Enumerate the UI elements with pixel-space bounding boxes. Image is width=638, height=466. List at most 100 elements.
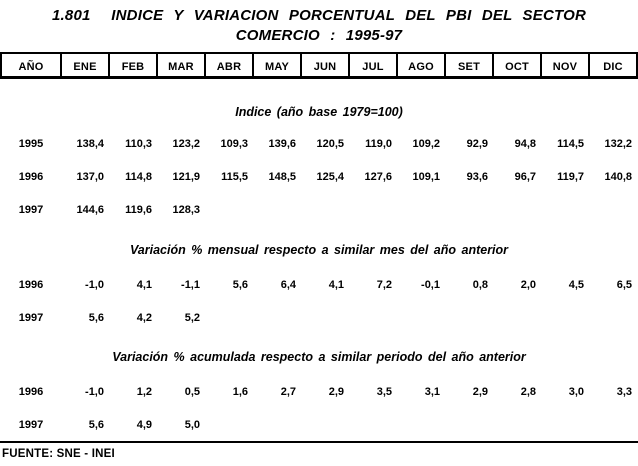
value-cell: 127,6 <box>364 171 392 183</box>
value-cell: 1,6 <box>232 386 248 398</box>
value-cell: 109,1 <box>412 171 440 183</box>
value-cell <box>206 418 254 451</box>
page-title: 1.801 INDICE Y VARIACION PORCENTUAL DEL … <box>0 6 638 46</box>
year-cell: 1995 <box>18 138 44 150</box>
header-cell-dic: DIC <box>603 61 623 73</box>
section-rows: 1996 -1,0 4,1 -1,1 5,6 6,4 4,1 7,2 -0,1 0,8 2,0 4,5… <box>0 278 638 344</box>
section-rows: 1995 138,4 110,3 123,2 109,3 139,6 120,5 119,0 1… <box>0 137 638 236</box>
value-cell: 93,6 <box>466 171 488 183</box>
value-cell: -1,0 <box>85 386 104 398</box>
footer-divider <box>0 441 638 443</box>
value-cell: 5,2 <box>184 312 200 324</box>
value-cell: 148,5 <box>268 171 296 183</box>
value-cell: 3,5 <box>376 386 392 398</box>
value-cell <box>350 418 398 451</box>
value-cell <box>446 203 494 236</box>
header-cell-ao: AÑO <box>2 54 62 76</box>
header-cell-nov: NOV <box>542 54 590 76</box>
value-cell <box>350 203 398 236</box>
value-cell <box>494 311 542 344</box>
value-cell: 132,2 <box>604 138 632 150</box>
section-indice: Indice (año base 1979=100) 1995 138,4 110,… <box>0 104 638 236</box>
value-cell: 139,6 <box>268 138 296 150</box>
value-cell: -0,1 <box>421 279 440 291</box>
value-cell <box>350 311 398 344</box>
value-cell: 114,8 <box>125 171 152 183</box>
title-line-2: COMERCIO : 1995-97 <box>235 27 403 44</box>
value-cell: 5,6 <box>88 419 104 431</box>
table-row: 1996 -1,0 1,2 0,5 1,6 2,7 2,9 3,5 3,1 2,9 2,8 3,0 3,… <box>0 385 638 418</box>
value-cell: 4,1 <box>328 279 344 291</box>
header-cell-oct: OCT <box>494 54 542 76</box>
value-cell <box>494 203 542 236</box>
value-cell: 137,0 <box>76 171 104 183</box>
value-cell: 123,2 <box>172 138 200 150</box>
year-cell: 1996 <box>18 171 44 183</box>
header-cell-feb: FEB <box>110 54 158 76</box>
value-cell <box>590 418 638 451</box>
value-cell <box>398 418 446 451</box>
section-rows: 1996 -1,0 1,2 0,5 1,6 2,7 2,9 3,5 3,1 2,9 2,8 3,0 3,… <box>0 385 638 451</box>
value-cell: 5,6 <box>88 312 104 324</box>
value-cell: 138,4 <box>76 138 104 150</box>
value-cell: 94,8 <box>514 138 536 150</box>
value-cell: 119,6 <box>125 204 152 216</box>
value-cell: 96,7 <box>514 171 536 183</box>
value-cell <box>254 203 302 236</box>
source-note: FUENTE: SNE - INEI <box>2 448 115 460</box>
value-cell: 4,1 <box>136 279 152 291</box>
value-cell <box>398 311 446 344</box>
section-variacion-mensual: Variación % mensual respecto a similar m… <box>0 242 638 344</box>
value-cell: 120,5 <box>316 138 344 150</box>
value-cell <box>206 203 254 236</box>
header-cell-ago: AGO <box>398 54 446 76</box>
value-cell: 115,5 <box>221 171 248 183</box>
value-cell: 4,9 <box>136 419 152 431</box>
value-cell <box>302 203 350 236</box>
table-row: 1996 -1,0 4,1 -1,1 5,6 6,4 4,1 7,2 -0,1 0,8 2,0 4,5… <box>0 278 638 311</box>
value-cell <box>542 311 590 344</box>
year-cell: 1997 <box>18 419 44 431</box>
value-cell <box>446 311 494 344</box>
value-cell: 0,8 <box>472 279 488 291</box>
header-cell-ene: ENE <box>62 54 110 76</box>
value-cell: 121,9 <box>172 171 200 183</box>
section-heading: Variación % acumulada respecto a similar… <box>112 350 526 364</box>
value-cell <box>494 418 542 451</box>
value-cell <box>590 311 638 344</box>
value-cell: 109,2 <box>412 138 440 150</box>
value-cell <box>590 203 638 236</box>
title-line-1: 1.801 INDICE Y VARIACION PORCENTUAL DEL … <box>52 7 586 24</box>
value-cell: 6,5 <box>616 279 632 291</box>
section-heading: Variación % mensual respecto a similar m… <box>129 243 509 257</box>
value-cell: 2,7 <box>280 386 296 398</box>
value-cell: 119,7 <box>557 171 584 183</box>
value-cell: 144,6 <box>76 204 104 216</box>
value-cell: 1,2 <box>136 386 152 398</box>
header-cell-set: SET <box>446 54 494 76</box>
value-cell <box>254 311 302 344</box>
table-header-row: AÑO ENE FEB MAR ABR MAY JUN JUL AGO SET OCT NOV DIC <box>0 52 638 79</box>
value-cell: 3,1 <box>424 386 440 398</box>
value-cell: 4,5 <box>568 279 584 291</box>
value-cell: -1,1 <box>181 279 200 291</box>
value-cell: 5,0 <box>184 419 200 431</box>
table-row: 1997 5,6 4,2 5,2 <box>0 311 638 344</box>
value-cell <box>302 418 350 451</box>
value-cell <box>542 203 590 236</box>
value-cell: 5,6 <box>232 279 248 291</box>
table-row: 1996 137,0 114,8 121,9 115,5 148,5 125,4 127,6 1… <box>0 170 638 203</box>
value-cell <box>254 418 302 451</box>
value-cell <box>398 203 446 236</box>
value-cell <box>302 311 350 344</box>
header-cell-jul: JUL <box>350 54 398 76</box>
value-cell: 3,0 <box>568 386 584 398</box>
value-cell: 4,2 <box>136 312 152 324</box>
year-cell: 1997 <box>18 204 44 216</box>
value-cell <box>206 311 254 344</box>
section-heading: Indice (año base 1979=100) <box>235 105 403 119</box>
header-cell-mar: MAR <box>158 54 206 76</box>
header-cell-may: MAY <box>254 54 302 76</box>
value-cell: 92,9 <box>466 138 488 150</box>
